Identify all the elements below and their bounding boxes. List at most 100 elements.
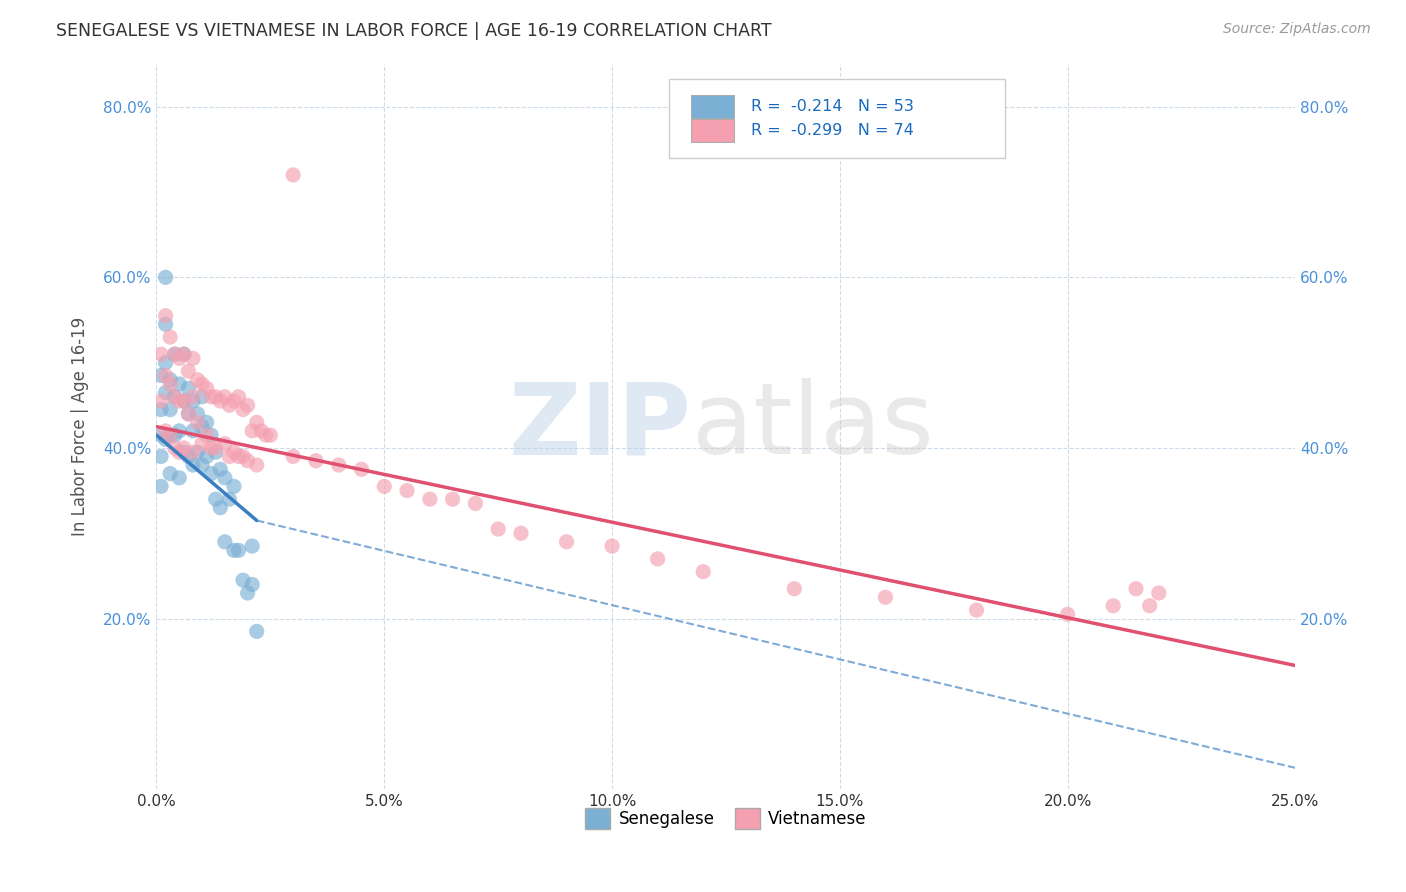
- Point: [966, 603, 988, 617]
- Point: [181, 351, 204, 366]
- Point: [214, 390, 236, 404]
- Point: [1139, 599, 1161, 613]
- Point: [177, 407, 200, 421]
- Y-axis label: In Labor Force | Age 16-19: In Labor Force | Age 16-19: [72, 317, 89, 536]
- Point: [155, 433, 177, 447]
- Point: [419, 492, 441, 507]
- Point: [1125, 582, 1147, 596]
- Point: [200, 441, 222, 455]
- Point: [150, 428, 173, 442]
- Point: [209, 462, 232, 476]
- Point: [214, 471, 236, 485]
- Point: [159, 467, 181, 481]
- Bar: [690, 120, 734, 143]
- Point: [150, 450, 173, 464]
- Point: [195, 450, 218, 464]
- Point: [155, 318, 177, 332]
- Point: [186, 445, 208, 459]
- Point: [555, 534, 578, 549]
- Point: [159, 376, 181, 391]
- Point: [259, 428, 281, 442]
- Point: [204, 441, 226, 455]
- Point: [209, 500, 232, 515]
- Point: [328, 458, 350, 472]
- Point: [150, 347, 173, 361]
- Point: [163, 347, 186, 361]
- Point: [218, 492, 240, 507]
- Point: [169, 471, 191, 485]
- Point: [159, 428, 181, 442]
- Point: [177, 364, 200, 378]
- Point: [200, 467, 222, 481]
- Point: [177, 450, 200, 464]
- Point: [169, 394, 191, 409]
- Point: [222, 479, 245, 493]
- Point: [163, 347, 186, 361]
- Point: [218, 450, 240, 464]
- Text: Source: ZipAtlas.com: Source: ZipAtlas.com: [1223, 22, 1371, 37]
- Point: [191, 458, 214, 472]
- Point: [204, 492, 226, 507]
- Point: [228, 390, 250, 404]
- Point: [169, 424, 191, 438]
- Text: R =  -0.214   N = 53: R = -0.214 N = 53: [751, 99, 914, 113]
- Point: [647, 552, 669, 566]
- Point: [200, 428, 222, 442]
- Point: [163, 428, 186, 442]
- Point: [246, 624, 269, 639]
- Point: [150, 368, 173, 383]
- Point: [222, 543, 245, 558]
- Point: [510, 526, 533, 541]
- Point: [169, 376, 191, 391]
- Point: [169, 445, 191, 459]
- Point: [246, 416, 269, 430]
- Point: [236, 398, 259, 412]
- Point: [150, 394, 173, 409]
- Point: [150, 402, 173, 417]
- Point: [181, 445, 204, 459]
- Point: [240, 539, 263, 553]
- Point: [186, 407, 208, 421]
- FancyBboxPatch shape: [669, 78, 1005, 159]
- Point: [181, 394, 204, 409]
- Point: [350, 462, 373, 476]
- Point: [222, 445, 245, 459]
- Point: [191, 390, 214, 404]
- Point: [173, 394, 195, 409]
- Point: [155, 309, 177, 323]
- Point: [200, 390, 222, 404]
- Point: [173, 347, 195, 361]
- Point: [177, 381, 200, 395]
- Point: [186, 416, 208, 430]
- Point: [159, 373, 181, 387]
- Point: [177, 407, 200, 421]
- Point: [155, 356, 177, 370]
- Point: [181, 424, 204, 438]
- Point: [181, 390, 204, 404]
- Point: [159, 402, 181, 417]
- Point: [222, 394, 245, 409]
- Point: [173, 347, 195, 361]
- Point: [240, 424, 263, 438]
- Point: [246, 458, 269, 472]
- Point: [195, 428, 218, 442]
- Point: [1056, 607, 1078, 622]
- Text: SENEGALESE VS VIETNAMESE IN LABOR FORCE | AGE 16-19 CORRELATION CHART: SENEGALESE VS VIETNAMESE IN LABOR FORCE …: [56, 22, 772, 40]
- Point: [195, 381, 218, 395]
- Point: [159, 428, 181, 442]
- Point: [373, 479, 395, 493]
- Point: [228, 543, 250, 558]
- Point: [163, 390, 186, 404]
- Bar: [690, 95, 734, 118]
- Point: [875, 591, 897, 605]
- Point: [214, 436, 236, 450]
- Point: [464, 496, 486, 510]
- Point: [783, 582, 806, 596]
- Point: [155, 368, 177, 383]
- Point: [155, 424, 177, 438]
- Point: [186, 373, 208, 387]
- Point: [204, 390, 226, 404]
- Text: atlas: atlas: [692, 378, 934, 475]
- Point: [173, 445, 195, 459]
- Point: [232, 450, 254, 464]
